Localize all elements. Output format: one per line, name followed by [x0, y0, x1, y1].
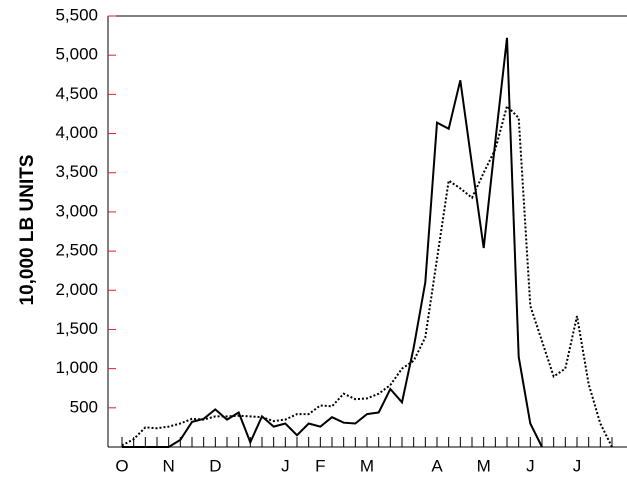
y-tick-label: 1,500 [55, 319, 98, 338]
x-tick-label: D [209, 456, 221, 475]
y-tick-label: 2,000 [55, 280, 98, 299]
y-tick-label: 3,000 [55, 201, 98, 220]
line [121, 104, 613, 448]
y-tick-label: 2,500 [55, 241, 98, 260]
x-tick-label: M [360, 456, 374, 475]
y-tick-label: 4,000 [55, 123, 98, 142]
y-axis-label: 10,000 LB UNITS [17, 155, 38, 306]
x-tick-label: M [477, 456, 491, 475]
x-tick-label: N [163, 456, 175, 475]
x-tick-label: O [115, 456, 128, 475]
x-tick-label: F [315, 456, 325, 475]
y-tick-label: 5,000 [55, 45, 98, 64]
x-tick-label: J [573, 456, 582, 475]
y-tick-label: 3,500 [55, 162, 98, 181]
x-tick-label: A [431, 456, 443, 475]
y-tick-label: 5,500 [55, 5, 98, 24]
y-tick-label: 500 [70, 397, 98, 416]
y-tick-label: 4,500 [55, 84, 98, 103]
x-tick-label: J [526, 456, 535, 475]
y-tick-label: 1,000 [55, 358, 98, 377]
x-tick-label: J [281, 456, 290, 475]
line [122, 37, 543, 448]
